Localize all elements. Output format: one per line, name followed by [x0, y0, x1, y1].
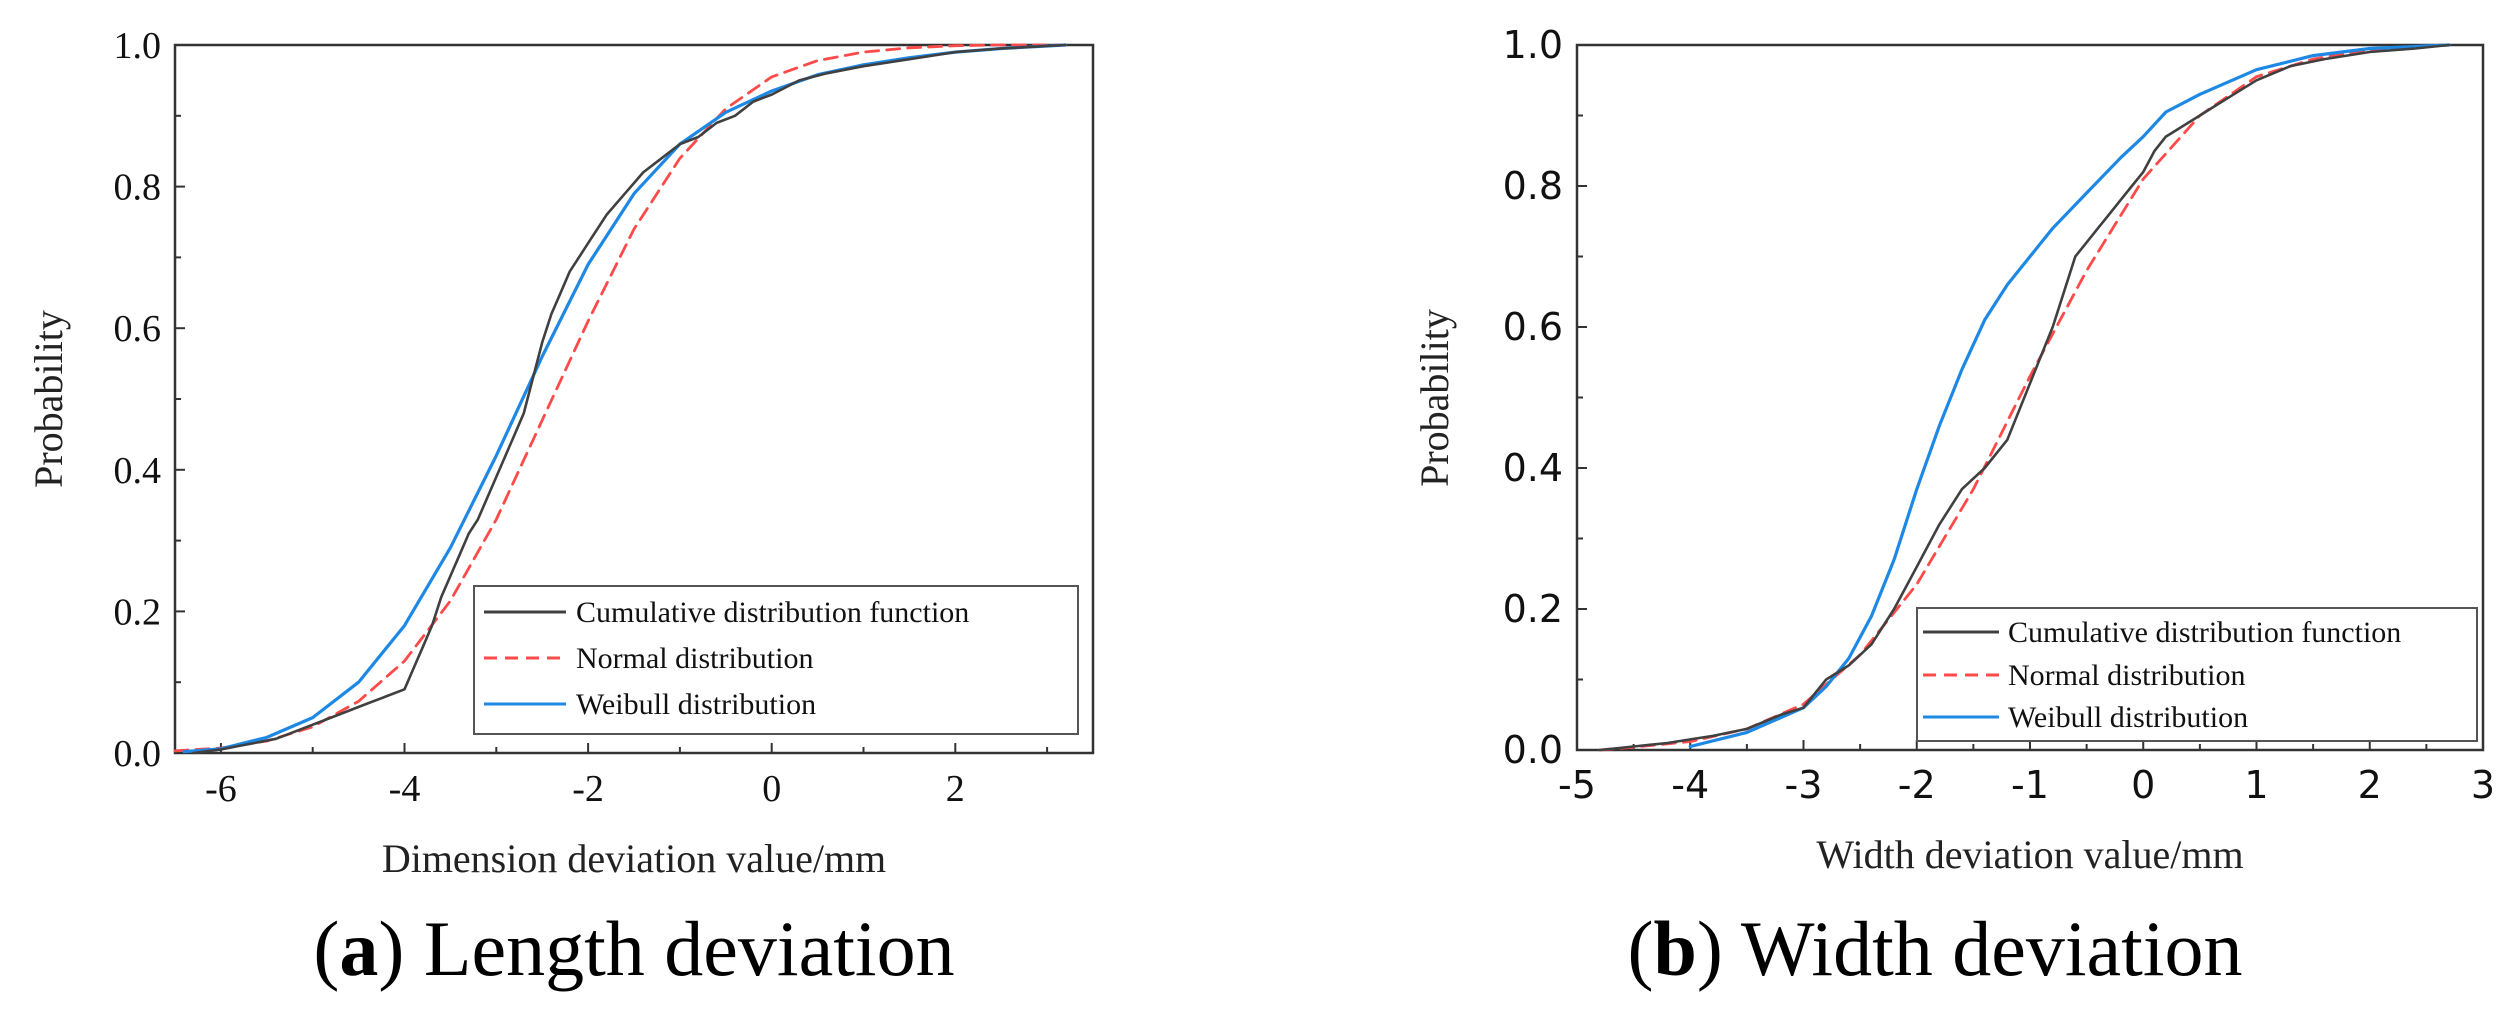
series-a	[173, 43, 1068, 755]
y-tick-label: 0.8	[114, 167, 162, 209]
legend-label-weibull-b: Weibull distribution	[2008, 701, 2248, 734]
x-ticks-a: -6 -4 -2 0 2	[205, 743, 1049, 810]
y-axis-label-b: Probability	[1412, 309, 1457, 487]
y-tick-label: 0.6	[1503, 305, 1563, 349]
legend-label-cdf-b: Cumulative distribution function	[2008, 616, 2401, 649]
x-axis-label-b: Width deviation value/mm	[1816, 832, 2243, 877]
x-tick-label: -2	[572, 768, 604, 810]
x-axis-label-a: Dimension deviation value/mm	[382, 836, 886, 881]
y-tick-label: 0.4	[1503, 446, 1563, 490]
x-tick-label: -4	[1671, 763, 1709, 807]
x-tick-label: -3	[1785, 763, 1823, 807]
x-tick-label: -2	[1898, 763, 1936, 807]
y-ticks-a: 0.0 0.2 0.4 0.6 0.8 1.0	[114, 25, 185, 775]
caption-text-a: Length deviation	[424, 905, 955, 992]
y-tick-label: 0.8	[1503, 164, 1563, 208]
series-line-weibull-a	[182, 43, 1068, 754]
series-line-cdf-a	[192, 43, 1067, 755]
y-tick-label: 0.6	[114, 308, 162, 350]
x-tick-label: -1	[2011, 763, 2049, 807]
y-tick-label: 1.0	[1503, 23, 1563, 67]
x-tick-label: 2	[2358, 763, 2382, 807]
x-tick-label: 2	[946, 768, 965, 810]
legend-label-normal-a: Normal distribution	[576, 642, 813, 675]
y-axis-label-a: Probability	[26, 310, 71, 488]
x-tick-label: 1	[2244, 763, 2268, 807]
y-tick-label: 0.2	[1503, 587, 1563, 631]
x-tick-label: 0	[2131, 763, 2155, 807]
legend-a: Cumulative distribution function Normal …	[473, 585, 1079, 735]
x-tick-label: 0	[762, 768, 781, 810]
x-tick-label: -6	[205, 768, 237, 810]
x-tick-label: 3	[2471, 763, 2495, 807]
caption-letter-b: b	[1653, 905, 1696, 992]
y-tick-label: 0.2	[114, 591, 162, 633]
series-line-cdf-b	[1598, 43, 2451, 752]
caption-letter-a: a	[339, 905, 378, 992]
legend-label-normal-b: Normal distribution	[2008, 659, 2245, 692]
series-line-weibull-b	[1688, 43, 2451, 749]
legend-box-b	[1916, 607, 2478, 742]
legend-label-cdf-a: Cumulative distribution function	[576, 596, 969, 629]
legend-b: Cumulative distribution function Normal …	[1916, 607, 2478, 742]
caption-a: (a) Length deviation	[313, 905, 954, 992]
y-tick-label: 0.0	[1503, 728, 1563, 772]
series-b	[1598, 43, 2451, 752]
x-ticks-b: -5 -4 -3 -2 -1 0 1 2 3	[1558, 740, 2495, 807]
panel-a-length-deviation: -6 -4 -2 0 2 0.0 0.2 0.4 0.6 0.8 1.0 Dimension de…	[26, 25, 1095, 992]
caption-text-b: Width deviation	[1741, 905, 2243, 992]
legend-box-a	[473, 585, 1079, 735]
y-ticks-b: 0.0 0.2 0.4 0.6 0.8 1.0	[1503, 23, 1587, 772]
y-tick-label: 1.0	[114, 25, 162, 67]
y-tick-label: 0.0	[114, 733, 162, 775]
y-tick-label: 0.4	[114, 450, 162, 492]
caption-b: (b) Width deviation	[1627, 905, 2242, 992]
panel-b-width-deviation: -5 -4 -3 -2 -1 0 1 2 3 0.0 0.2 0.4 0.6 0.8 1.0 Width …	[1412, 23, 2495, 992]
legend-label-weibull-a: Weibull distribution	[576, 688, 816, 721]
x-tick-label: -5	[1558, 763, 1596, 807]
x-tick-label: -4	[389, 768, 421, 810]
